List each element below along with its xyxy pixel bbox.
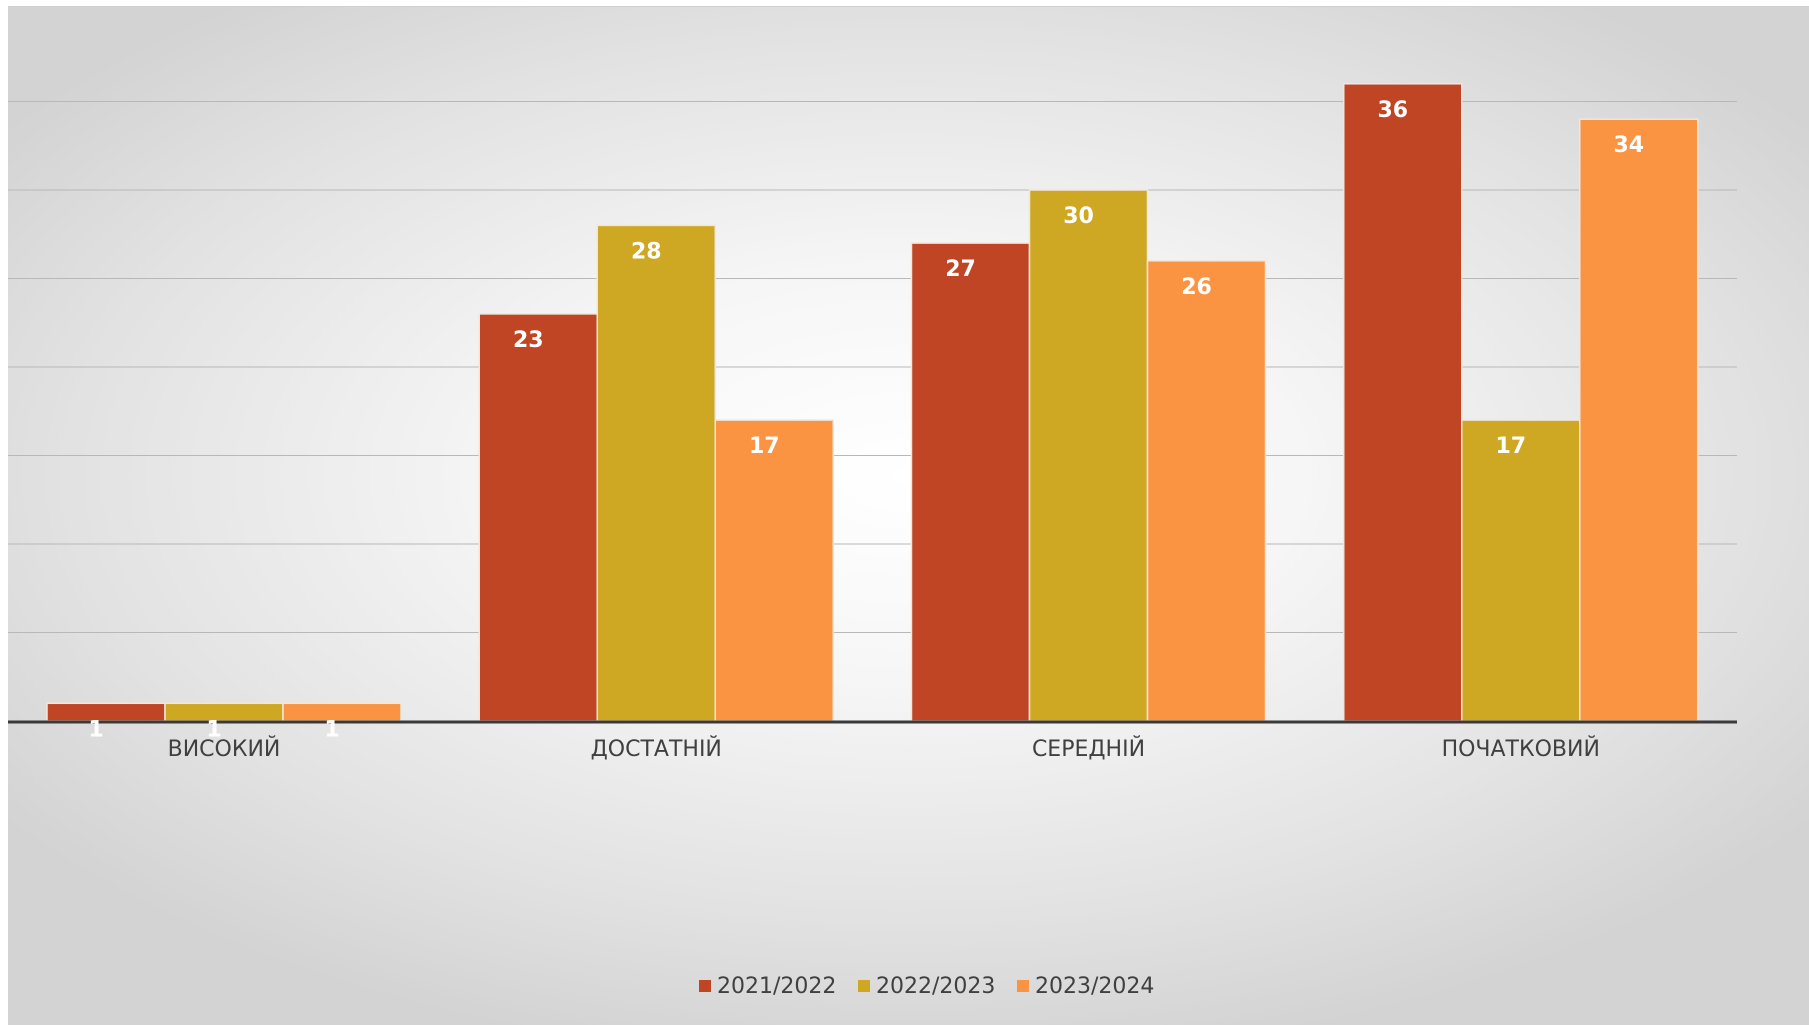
- category-label: ПОЧАТКОВИЙ: [1442, 736, 1600, 762]
- legend-swatch: [858, 980, 870, 992]
- gridlines: [8, 101, 1737, 633]
- bars: [46, 83, 1699, 722]
- bar: [1343, 83, 1463, 722]
- data-label: 26: [1181, 275, 1212, 300]
- data-label: 17: [1495, 434, 1526, 459]
- data-label: 36: [1377, 98, 1408, 123]
- data-label: 30: [1063, 204, 1094, 229]
- bar: [1461, 419, 1581, 722]
- data-label: 1: [206, 717, 221, 742]
- category-label: ДОСТАТНІЙ: [591, 736, 722, 762]
- category-label: ВИСОКИЙ: [168, 736, 281, 762]
- data-label: 27: [945, 257, 976, 282]
- data-label: 23: [513, 328, 544, 353]
- data-label: 1: [324, 717, 339, 742]
- legend-label: 2022/2023: [876, 974, 995, 999]
- legend-swatch: [1017, 980, 1029, 992]
- chart-area: 1 1 1 23 28 17 27 30 26 36 17 34 ВИСОКИЙ ДОСТАТНІЙ СЕ…: [8, 6, 1809, 1025]
- data-label: 17: [749, 434, 780, 459]
- bar: [282, 702, 402, 722]
- bar: [714, 419, 834, 722]
- legend-label: 2021/2022: [717, 974, 836, 999]
- legend-swatch: [699, 980, 711, 992]
- bar: [910, 242, 1031, 722]
- legend: 2021/2022 2022/2023 2023/2024: [699, 974, 1154, 999]
- data-label: 34: [1613, 133, 1644, 158]
- bar: [596, 224, 716, 722]
- bar: [478, 313, 598, 722]
- data-labels: 1 1 1 23 28 17 27 30 26 36 17 34: [88, 98, 1644, 742]
- category-labels: ВИСОКИЙ ДОСТАТНІЙ СЕРЕДНІЙ ПОЧАТКОВИЙ: [168, 736, 1600, 762]
- bar: [164, 702, 284, 722]
- data-label: 28: [631, 239, 662, 264]
- category-label: СЕРЕДНІЙ: [1032, 736, 1145, 762]
- data-label: 1: [88, 717, 103, 742]
- bar: [1028, 189, 1149, 722]
- bar: [1146, 260, 1267, 722]
- legend-label: 2023/2024: [1035, 974, 1154, 999]
- bar: [46, 702, 166, 722]
- bar-chart: 1 1 1 23 28 17 27 30 26 36 17 34 ВИСОКИЙ ДОСТАТНІЙ СЕ…: [8, 83, 1737, 999]
- bar: [1579, 118, 1699, 722]
